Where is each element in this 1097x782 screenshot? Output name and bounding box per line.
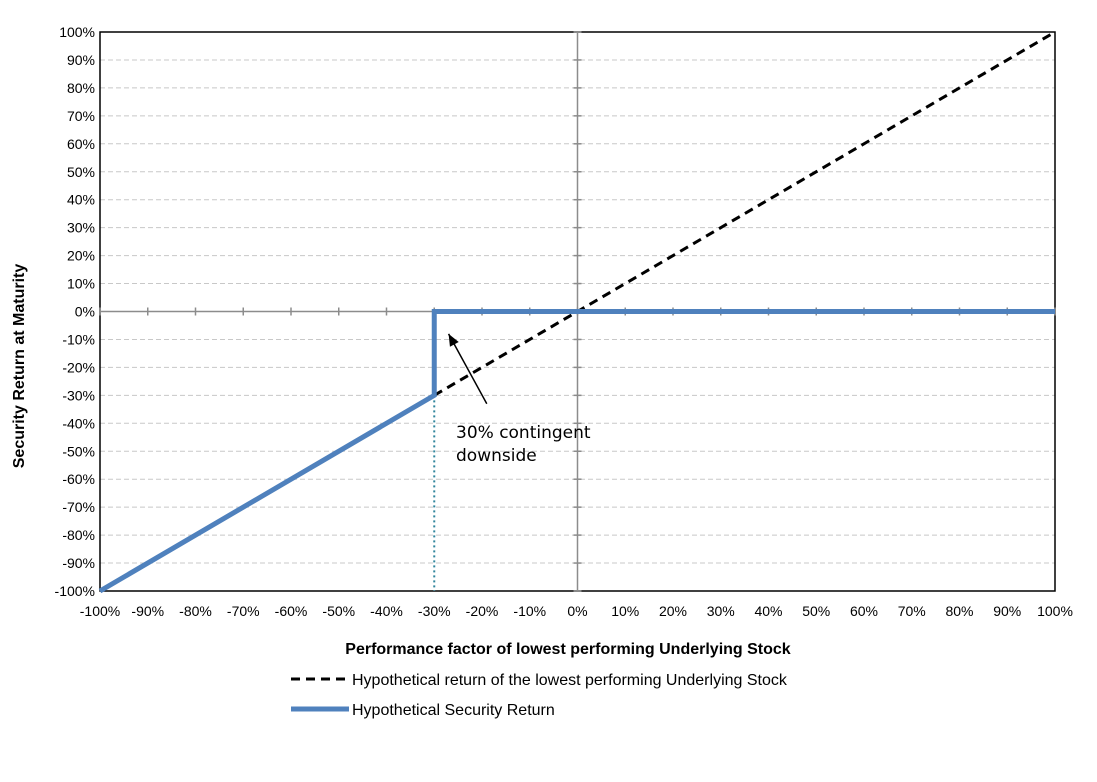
annotation-text: 30% contingent [456, 423, 591, 443]
x-tick-label: 80% [945, 603, 973, 619]
y-tick-label: -70% [62, 499, 95, 515]
legend: Hypothetical return of the lowest perfor… [291, 672, 788, 719]
x-tick-label: -10% [513, 603, 546, 619]
x-tick-label: 10% [611, 603, 639, 619]
x-tick-label: 40% [754, 603, 782, 619]
y-tick-label: -60% [62, 471, 95, 487]
annotation-arrow-line [447, 333, 488, 405]
y-tick-label: -80% [62, 527, 95, 543]
x-tick-label: -100% [80, 603, 120, 619]
y-tick-label: -40% [62, 415, 95, 431]
x-tick-label: -20% [466, 603, 499, 619]
y-tick-label: -10% [62, 331, 95, 347]
annotation-text: downside [456, 446, 537, 466]
series-line-security [98, 309, 1055, 594]
legend-label-security: Hypothetical Security Return [352, 702, 555, 719]
x-tick-label: 100% [1037, 603, 1073, 619]
x-tick-label: 60% [850, 603, 878, 619]
gridlines [100, 31, 1055, 592]
x-tick-label: 90% [993, 603, 1021, 619]
y-tick-label: 60% [67, 136, 95, 152]
y-tick-label: -50% [62, 443, 95, 459]
x-tick-label: -40% [370, 603, 403, 619]
legend-label-underlying: Hypothetical return of the lowest perfor… [352, 672, 788, 689]
y-tick-label: -90% [62, 555, 95, 571]
series-line-underlying [433, 30, 1056, 397]
x-tick-label: 70% [898, 603, 926, 619]
y-tick-label: 70% [67, 108, 95, 124]
x-tick-labels: -100% -90% -80% -70% -60% -50% -40% -30% -20% -10… [80, 603, 1073, 619]
y-tick-label: -100% [55, 583, 95, 599]
y-tick-label: 90% [67, 52, 95, 68]
y-tick-label: 30% [67, 220, 95, 236]
y-tick-labels: 100% 90% 80% 70% 60% 50% 40% 30% 20% 10% 0% -10% -20… [55, 24, 95, 599]
x-tick-label: 0% [567, 603, 587, 619]
x-tick-label: 30% [707, 603, 735, 619]
x-tick-label: -80% [179, 603, 212, 619]
x-tick-label: -50% [322, 603, 355, 619]
y-tick-label: 100% [59, 24, 95, 40]
x-tick-label: -90% [131, 603, 164, 619]
series-layer [98, 30, 1056, 594]
y-axis-title: Security Return at Maturity [11, 264, 28, 469]
y-tick-label: 80% [67, 80, 95, 96]
y-tick-label: 10% [67, 276, 95, 292]
y-tick-label: 20% [67, 248, 95, 264]
x-tick-label: -30% [418, 603, 451, 619]
x-tick-label: -60% [275, 603, 308, 619]
x-tick-label: 50% [802, 603, 830, 619]
y-tick-label: -20% [62, 359, 95, 375]
y-tick-label: 50% [67, 164, 95, 180]
y-tick-label: -30% [62, 387, 95, 403]
x-tick-label: -70% [227, 603, 260, 619]
x-tick-label: 20% [659, 603, 687, 619]
annotation-arrow-head [448, 333, 459, 347]
annotation: 30% contingent downside [447, 333, 591, 466]
x-axis-title: Performance factor of lowest performing … [345, 641, 791, 658]
y-tick-label: 0% [75, 304, 95, 320]
y-tick-label: 40% [67, 192, 95, 208]
